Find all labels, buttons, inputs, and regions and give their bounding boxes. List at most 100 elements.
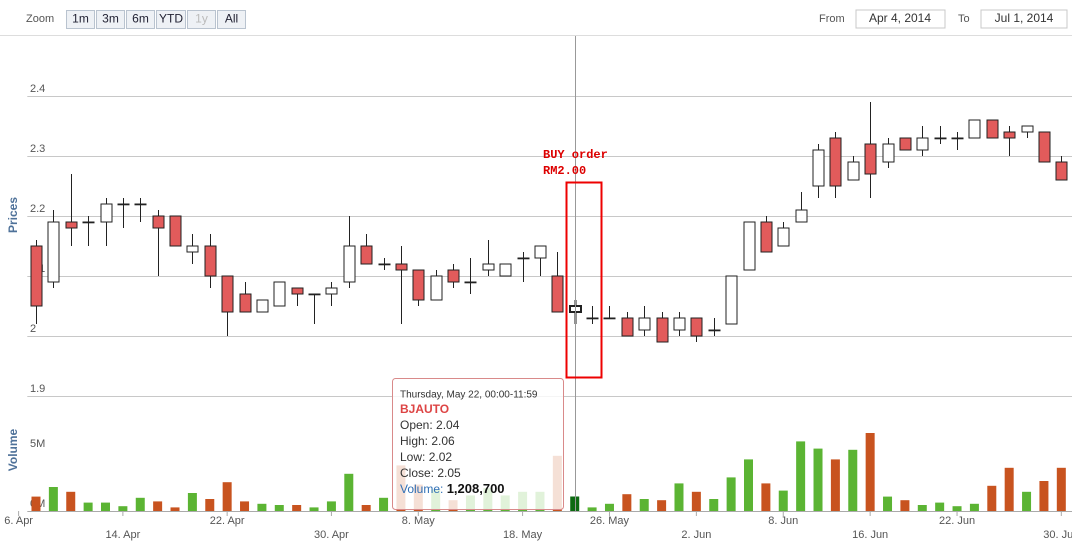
volume-bar (813, 448, 823, 511)
zoom-button[interactable]: YTD (156, 10, 186, 29)
candle (395, 246, 408, 324)
volume-bar (31, 496, 41, 511)
button-label[interactable]: 1y (195, 12, 208, 26)
candle (517, 252, 530, 282)
volume-bar (1039, 481, 1049, 511)
candle (847, 156, 860, 181)
volume-bar (935, 502, 945, 511)
from-date[interactable]: Apr 4, 2014 (869, 11, 931, 25)
candle (169, 215, 182, 247)
tooltip-label: Close: (400, 466, 434, 480)
candle (152, 210, 165, 276)
candle (186, 234, 199, 264)
candle-body (968, 119, 981, 139)
tooltip-label: Volume: (400, 482, 443, 496)
candle (256, 299, 269, 313)
from-label: From (819, 13, 845, 25)
candle (777, 222, 790, 247)
button-frame[interactable] (66, 10, 95, 29)
candle (412, 269, 425, 306)
button-frame[interactable] (126, 10, 155, 29)
button-label[interactable]: 6m (132, 12, 149, 26)
candle (899, 137, 912, 151)
x-tick-label: 8. Jun (768, 515, 798, 527)
candle-body (82, 221, 95, 224)
volume-bar (292, 505, 302, 511)
volume-bar (257, 503, 267, 511)
y-tick-label: 2.4 (30, 83, 45, 95)
button-frame[interactable] (187, 10, 216, 29)
candle (621, 312, 634, 337)
button-frame[interactable] (217, 10, 246, 29)
candle-body (621, 317, 634, 337)
candle-body (30, 245, 43, 307)
x-tick-label: 30. Jun (1043, 529, 1072, 541)
volume-bar (865, 433, 875, 511)
x-tick-label: 22. Jun (939, 515, 975, 527)
button-label[interactable]: 3m (102, 12, 119, 26)
volume-bar (587, 507, 597, 511)
tooltip-box (392, 378, 564, 510)
candle-body (482, 263, 495, 271)
from-input[interactable]: Apr 4, 2014 (855, 9, 946, 29)
button-frame[interactable] (156, 10, 186, 29)
candle-body (777, 227, 790, 247)
x-tick-label: 6. Apr (4, 515, 33, 527)
tooltip-label: Low: (400, 450, 425, 464)
to-date[interactable]: Jul 1, 2014 (995, 11, 1054, 25)
x-tick-label: 26. May (590, 515, 630, 527)
zoom-button[interactable]: 6m (126, 10, 155, 29)
candle-body (638, 317, 651, 331)
zoom-button[interactable]: 1y (187, 10, 216, 29)
volume-bar (170, 507, 180, 511)
to-input[interactable]: Jul 1, 2014 (980, 9, 1068, 29)
volume-bar (1056, 467, 1066, 511)
annotation: BUY order (543, 148, 608, 162)
candle-body (586, 317, 599, 320)
volume-bar (153, 501, 163, 511)
candle (986, 119, 999, 139)
volume-bar (848, 449, 858, 511)
zoom-button[interactable]: 3m (96, 10, 125, 29)
candle-body (1021, 125, 1034, 133)
volume-bar (1022, 491, 1032, 511)
candle-body (517, 257, 530, 260)
candle-body (882, 143, 895, 163)
candle (464, 258, 477, 294)
button-label[interactable]: 1m (72, 12, 89, 26)
candle (951, 132, 964, 150)
volume-bar (726, 477, 736, 511)
volume-bar (900, 500, 910, 511)
candle (708, 318, 721, 336)
volume-bar (691, 491, 701, 511)
tooltip-row: Low: 2.02 (400, 450, 452, 464)
candle-body (812, 149, 825, 187)
volume-bar (744, 459, 754, 511)
button-frame[interactable] (96, 10, 125, 29)
volume-bar (987, 485, 997, 511)
volume-bar (118, 506, 128, 511)
candle-body (603, 317, 616, 320)
zoom-button[interactable]: All (217, 10, 246, 29)
x-tick-label: 2. Jun (681, 529, 711, 541)
zoom-button[interactable]: 1m (66, 10, 95, 29)
tooltip-name: BJAUTO (400, 402, 449, 416)
tooltip-label: High: (400, 434, 428, 448)
tooltip-value: 2.05 (437, 466, 461, 480)
button-label[interactable]: All (225, 12, 238, 26)
button-label[interactable]: YTD (159, 12, 183, 26)
candle-body (725, 275, 738, 325)
volume-bar (883, 496, 893, 511)
candle (291, 287, 304, 306)
x-tick-label: 30. Apr (314, 529, 349, 541)
price-axis-title: Prices (6, 197, 20, 233)
volume-bar (604, 503, 614, 511)
volume-bar (222, 482, 232, 511)
volume-axis-title: Volume (6, 428, 20, 471)
candle (916, 126, 929, 156)
volume-bar (83, 502, 93, 511)
x-tick-label: 8. May (402, 515, 436, 527)
candle (378, 258, 391, 270)
candle (760, 216, 773, 253)
candle (360, 234, 373, 265)
